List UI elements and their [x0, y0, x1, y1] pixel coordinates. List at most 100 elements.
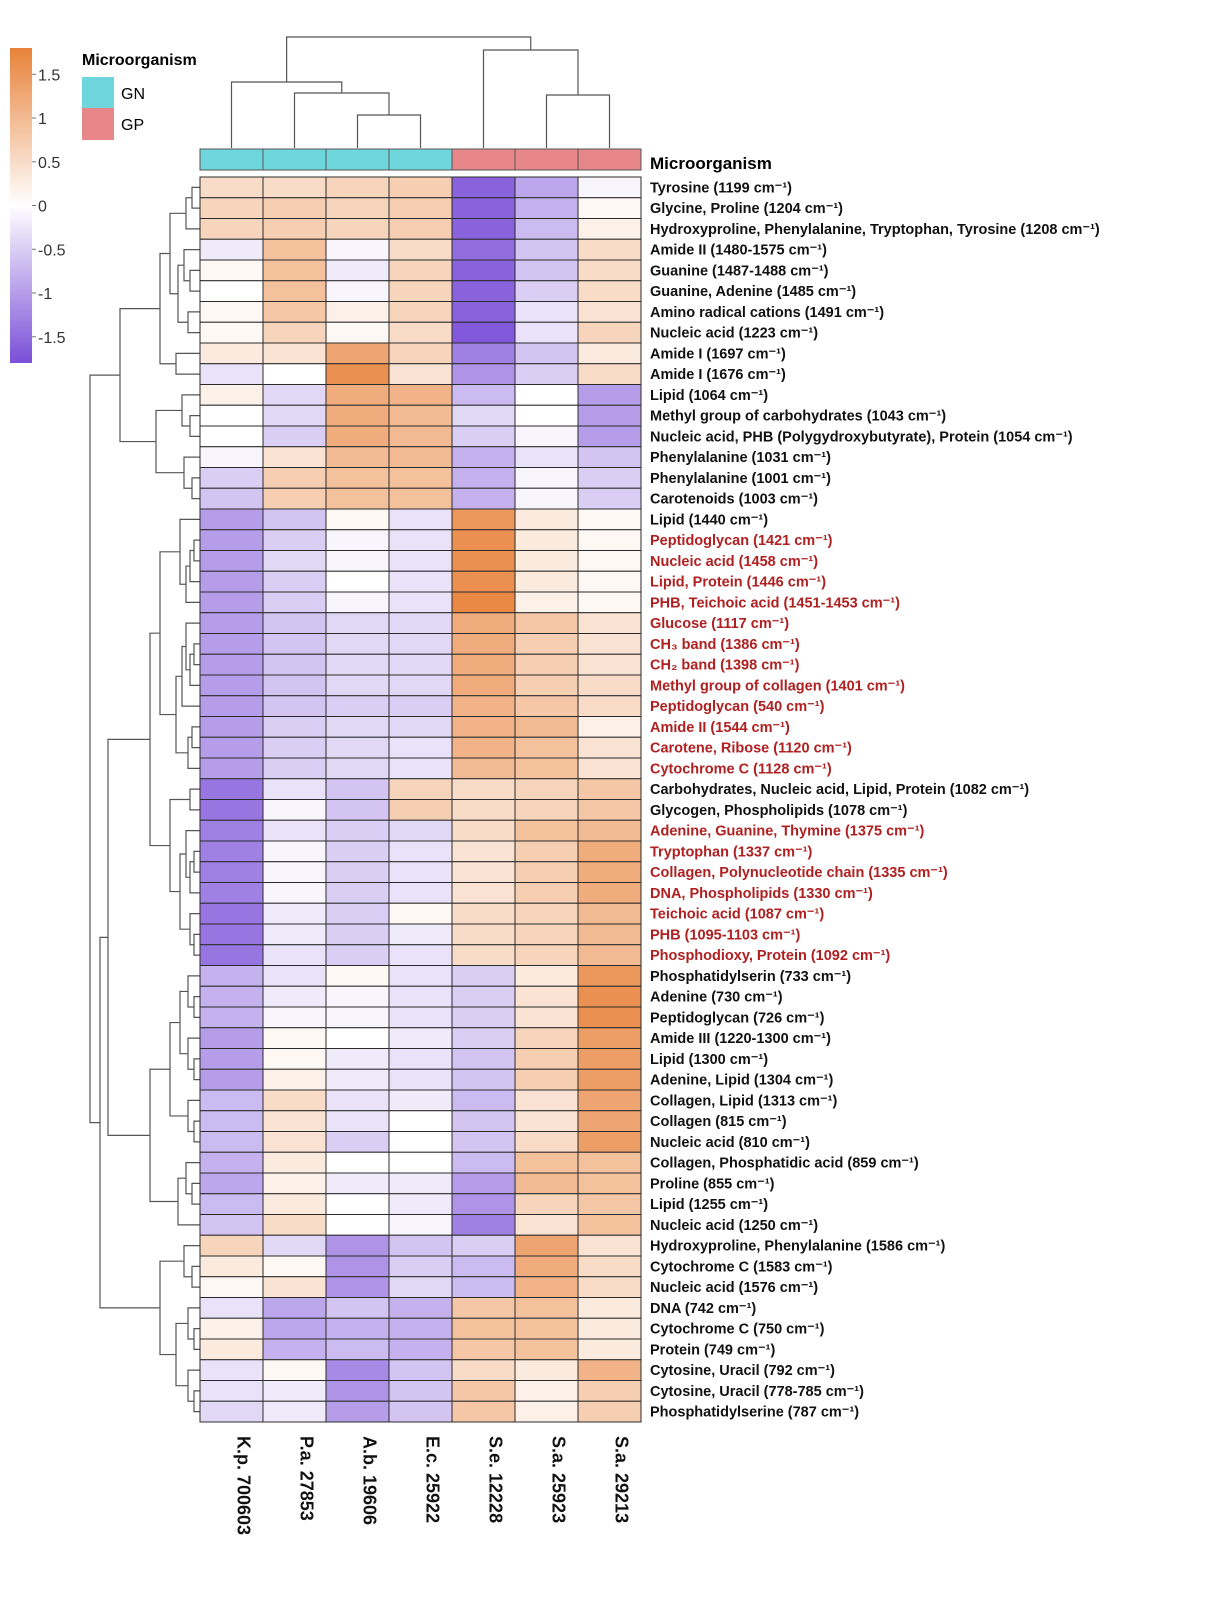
- heatmap-cell: [577, 1131, 642, 1153]
- row-label: Hydroxyproline, Phenylalanine (1586 cm⁻¹…: [650, 1239, 946, 1255]
- heatmap-cell: [514, 1172, 579, 1195]
- heatmap-cell: [325, 570, 390, 593]
- heatmap-cell: [451, 799, 516, 821]
- color-scale-ticks: 1.5 1 0.5 0 -0.5 -1 -1.5: [32, 67, 66, 347]
- heatmap-cell: [199, 1234, 264, 1257]
- row-label: Lipid (1440 cm⁻¹): [650, 512, 768, 528]
- heatmap-cell: [577, 446, 642, 468]
- heatmap-cell: [199, 321, 264, 344]
- heatmap-cell: [451, 404, 516, 427]
- heatmap-cell: [199, 425, 264, 448]
- heatmap-cell: [451, 363, 516, 385]
- heatmap-cell: [451, 861, 516, 883]
- row-dendrogram-link: [193, 933, 200, 956]
- heatmap-cell: [451, 508, 516, 531]
- heatmap-cell: [577, 321, 642, 344]
- heatmap-cell: [199, 674, 264, 697]
- row-label: Methyl group of carbohydrates (1043 cm⁻¹…: [650, 409, 946, 425]
- heatmap-cell: [577, 280, 642, 302]
- column-dendrogram-link: [545, 94, 611, 148]
- heatmap-cell: [199, 1359, 264, 1381]
- heatmap-cell: [199, 218, 264, 240]
- heatmap-cell: [325, 1317, 390, 1340]
- heatmap-cell: [388, 695, 453, 717]
- heatmap-cell: [262, 280, 327, 302]
- heatmap-cell: [514, 633, 579, 655]
- heatmap-cell: [262, 570, 327, 593]
- heatmap-cell: [325, 944, 390, 966]
- heatmap-cell: [325, 861, 390, 883]
- heatmap-cell: [388, 570, 453, 593]
- row-label: Lipid (1064 cm⁻¹): [650, 388, 768, 404]
- heatmap-cell: [514, 1255, 579, 1278]
- heatmap-cell: [451, 550, 516, 572]
- heatmap-cell: [325, 1089, 390, 1112]
- heatmap-cell: [325, 342, 390, 365]
- row-label: Cytosine, Uracil (792 cm⁻¹): [650, 1363, 835, 1379]
- row-dendrogram-link: [185, 830, 200, 878]
- heatmap-cell: [514, 1359, 579, 1381]
- heatmap-cell: [451, 1380, 516, 1402]
- heatmap-cell: [514, 321, 579, 344]
- heatmap-cell: [388, 944, 453, 966]
- heatmap-cell: [199, 591, 264, 614]
- heatmap-cell: [577, 404, 642, 427]
- row-dendrogram-link: [191, 477, 200, 500]
- heatmap-cell: [199, 695, 264, 717]
- column-label: K.p. 700603: [234, 1436, 254, 1535]
- heatmap-cell: [199, 778, 264, 800]
- heatmap-cell: [451, 218, 516, 240]
- heatmap-cell: [325, 674, 390, 697]
- row-label: Cytochrome C (1128 cm⁻¹): [650, 761, 832, 777]
- heatmap-cell: [199, 529, 264, 551]
- heatmap-cell: [514, 1380, 579, 1402]
- heatmap-cell: [577, 653, 642, 676]
- row-dendrogram-link: [179, 990, 188, 1055]
- heatmap-cell: [577, 1359, 642, 1381]
- row-label: Carotenoids (1003 cm⁻¹): [650, 492, 818, 508]
- row-label: Lipid (1300 cm⁻¹): [650, 1052, 768, 1068]
- heatmap-cell: [577, 1006, 642, 1029]
- heatmap-cell: [451, 1317, 516, 1340]
- row-label: Adenine (730 cm⁻¹): [650, 990, 783, 1006]
- heatmap-cell: [451, 1338, 516, 1361]
- heatmap-cell: [451, 1276, 516, 1298]
- heatmap-cell: [388, 176, 453, 199]
- heatmap-cell: [577, 799, 642, 821]
- row-label: Nucleic acid (1576 cm⁻¹): [650, 1280, 818, 1296]
- heatmap-cell: [325, 1359, 390, 1381]
- heatmap-cell: [514, 985, 579, 1008]
- heatmap-cell: [325, 1172, 390, 1195]
- row-label: Peptidoglycan (1421 cm⁻¹): [650, 533, 833, 549]
- heatmap-cell: [262, 1110, 327, 1132]
- row-dendrogram-link: [175, 352, 200, 375]
- heatmap-cell: [514, 1297, 579, 1319]
- heatmap-cell: [262, 1297, 327, 1319]
- row-label: Phosphatidylserine (787 cm⁻¹): [650, 1405, 859, 1421]
- row-dendrogram-link: [175, 1322, 188, 1387]
- row-label: Phosphodioxy, Protein (1092 cm⁻¹): [650, 948, 890, 964]
- annotation-cell: [199, 148, 264, 171]
- heatmap-cell: [325, 840, 390, 863]
- heatmap-cell: [451, 467, 516, 489]
- heatmap-cell: [325, 1027, 390, 1049]
- row-label: Nucleic acid (1250 cm⁻¹): [650, 1218, 818, 1234]
- heatmap-cell: [199, 716, 264, 738]
- heatmap-cell: [199, 1193, 264, 1215]
- heatmap-cell: [577, 819, 642, 842]
- heatmap-cell: [577, 467, 642, 489]
- heatmap-cell: [514, 1276, 579, 1298]
- heatmap-cell: [451, 176, 516, 199]
- heatmap-cell: [262, 1048, 327, 1070]
- heatmap-cell: [325, 1110, 390, 1132]
- heatmap-cell: [262, 1400, 327, 1423]
- heatmap-cell: [451, 674, 516, 697]
- row-label: Tyrosine (1199 cm⁻¹): [650, 180, 792, 196]
- heatmap-cell: [325, 425, 390, 448]
- heatmap-cell: [199, 363, 264, 385]
- row-dendrogram-link: [189, 913, 200, 946]
- heatmap-cell: [325, 1380, 390, 1402]
- heatmap-cell: [577, 342, 642, 365]
- annotation-cell: [262, 148, 327, 171]
- heatmap-cell: [451, 1151, 516, 1174]
